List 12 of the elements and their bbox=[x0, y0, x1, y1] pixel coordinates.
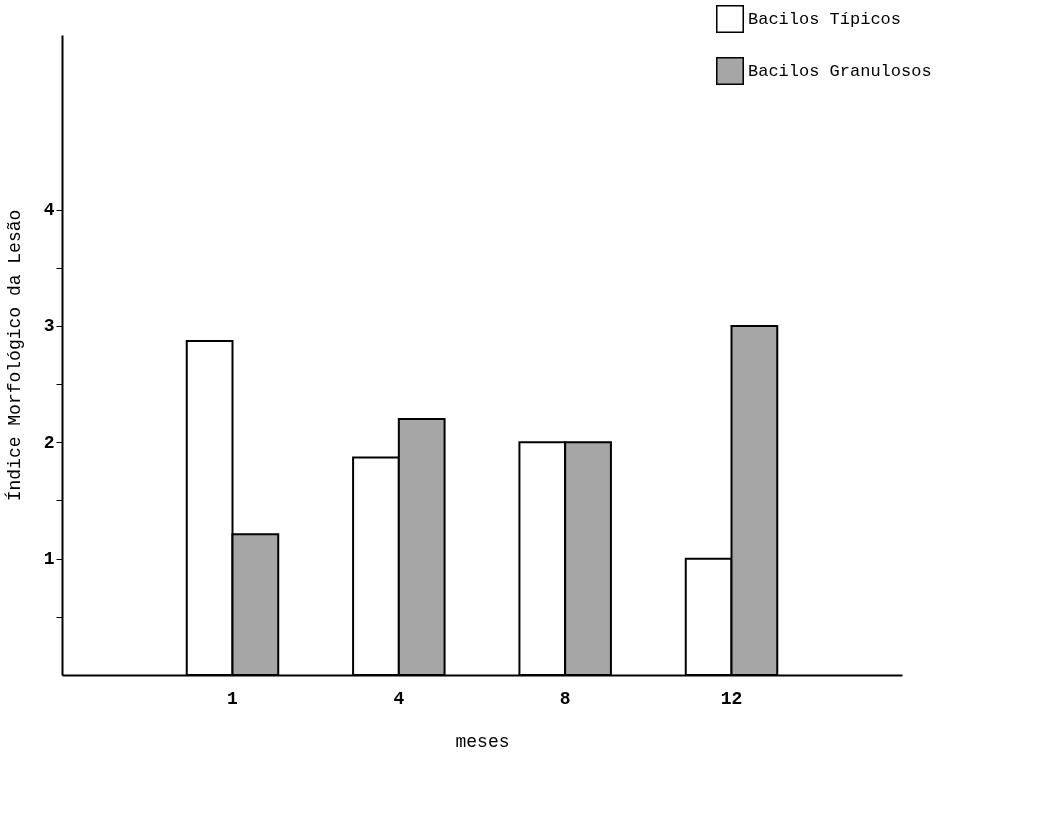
y-axis-title: Índice Morfológico da Lesão bbox=[3, 209, 25, 502]
x-tick-label: 12 bbox=[720, 688, 743, 709]
y-tick-label: 1 bbox=[43, 549, 55, 570]
y-tick-label: 4 bbox=[43, 200, 55, 221]
y-tick-label: 2 bbox=[43, 432, 55, 453]
y-tick-label: 3 bbox=[43, 316, 55, 337]
x-axis-title: meses bbox=[455, 731, 510, 752]
x-tick-label: 1 bbox=[227, 688, 239, 709]
x-tick-label: 8 bbox=[559, 688, 571, 709]
legend-label: Bacilos Granulosos bbox=[748, 62, 932, 81]
x-tick-label: 4 bbox=[393, 688, 405, 709]
legend-label: Bacilos Típicos bbox=[748, 10, 902, 29]
